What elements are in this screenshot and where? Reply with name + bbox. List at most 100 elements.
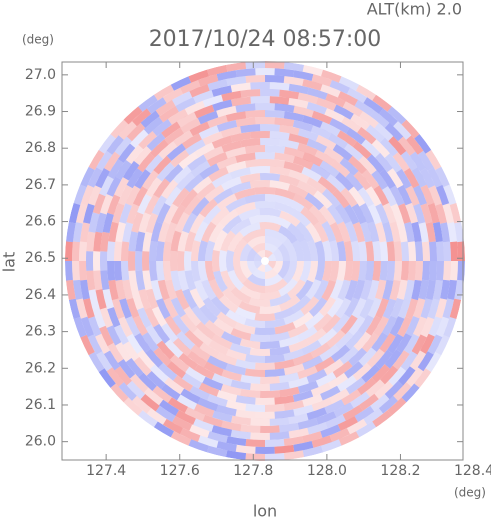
echo-cell <box>144 194 160 216</box>
echo-cell <box>207 355 228 371</box>
echo-cell <box>233 238 248 261</box>
echo-cell <box>145 288 159 310</box>
echo-cell <box>293 105 314 118</box>
echo-cell <box>229 167 251 180</box>
echo-cell <box>115 342 132 363</box>
echo-cell <box>245 439 265 447</box>
echo-cell <box>184 406 206 422</box>
echo-cell <box>379 137 399 157</box>
echo-cell <box>265 229 288 244</box>
echo-cell <box>238 208 261 222</box>
echo-cell <box>278 138 300 150</box>
echo-cell <box>272 261 283 274</box>
echo-cell <box>240 124 261 134</box>
echo-cell <box>98 368 116 388</box>
echo-cell <box>450 241 458 261</box>
echo-cell <box>375 222 387 243</box>
altitude: ALT(km) 2.0 <box>367 0 462 19</box>
echo-cell <box>135 270 146 291</box>
echo-cell <box>98 134 116 154</box>
echo-cell <box>291 209 311 227</box>
echo-cell <box>221 331 242 346</box>
echo-cell <box>386 241 395 261</box>
echo-cell <box>340 314 358 335</box>
echo-cell <box>107 159 124 180</box>
echo-cell <box>145 154 164 174</box>
echo-cell <box>397 184 412 206</box>
radar-echo <box>65 61 465 461</box>
echo-cell <box>180 313 198 334</box>
echo-cell <box>178 151 199 170</box>
echo-cell <box>308 297 328 317</box>
y-tick-label: 26.3 <box>25 324 56 340</box>
echo-cell <box>122 341 140 362</box>
y-tick-label: 26.2 <box>25 360 56 376</box>
echo-cell <box>245 403 265 413</box>
echo-cell <box>192 176 213 194</box>
echo-cell <box>327 297 344 318</box>
echo-cell <box>221 176 242 191</box>
echo-cell <box>207 79 228 91</box>
echo-cell <box>393 261 402 281</box>
echo-cell <box>272 248 283 261</box>
echo-cell <box>140 110 160 128</box>
echo-cell <box>363 97 384 114</box>
echo-cell <box>216 105 237 118</box>
echo-cell <box>265 403 285 412</box>
echo-cell <box>156 240 165 261</box>
echo-cell <box>143 387 164 406</box>
echo-cell <box>235 201 256 216</box>
echo-cell <box>384 349 402 369</box>
echo-cell <box>93 270 103 291</box>
echo-cell <box>425 351 442 373</box>
echo-cell <box>80 316 95 338</box>
echo-cell <box>315 134 337 151</box>
echo-cell <box>418 279 429 300</box>
echo-cell <box>190 344 211 362</box>
echo-cell <box>348 155 368 175</box>
echo-cell <box>161 121 181 139</box>
echo-cell <box>259 124 280 132</box>
echo-cell <box>390 297 404 319</box>
echo-cell <box>379 261 388 281</box>
echo-cell <box>132 395 152 414</box>
echo-cell <box>161 383 181 401</box>
echo-cell <box>306 101 328 115</box>
echo-cell <box>80 334 95 356</box>
echo-cell <box>340 187 358 208</box>
echo-cell <box>175 97 196 113</box>
echo-cell <box>306 177 327 194</box>
echo-cell <box>288 169 310 184</box>
echo-cell <box>126 203 140 225</box>
echo-cell <box>405 316 420 337</box>
echo-cell <box>435 334 450 356</box>
echo-cell <box>173 130 193 147</box>
echo-cell <box>269 431 290 440</box>
echo-cell <box>302 79 323 91</box>
echo-cell <box>359 203 375 224</box>
echo-cell <box>138 131 157 150</box>
echo-cell <box>282 238 297 261</box>
echo-cell <box>359 393 379 411</box>
y-tick-label: 26.1 <box>25 397 56 413</box>
echo-cell <box>311 397 333 412</box>
echo-cell <box>279 335 300 348</box>
echo-cell <box>329 279 344 301</box>
echo-cell <box>255 67 275 76</box>
echo-cell <box>126 380 146 400</box>
echo-cell <box>225 160 247 174</box>
echo-cell <box>313 313 333 332</box>
echo-cell <box>102 288 114 310</box>
x-tick-label: 127.6 <box>160 463 200 479</box>
echo-cell <box>293 70 314 81</box>
echo-cell <box>249 347 271 356</box>
echo-cell <box>121 241 130 261</box>
echo-cell <box>96 351 113 372</box>
echo-cell <box>83 203 95 224</box>
echo-cell <box>183 195 202 216</box>
echo-cell <box>279 89 300 100</box>
echo-cell <box>401 383 420 403</box>
echo-cell <box>449 202 462 224</box>
echo-cell <box>172 91 193 106</box>
echo-cell <box>119 298 132 319</box>
